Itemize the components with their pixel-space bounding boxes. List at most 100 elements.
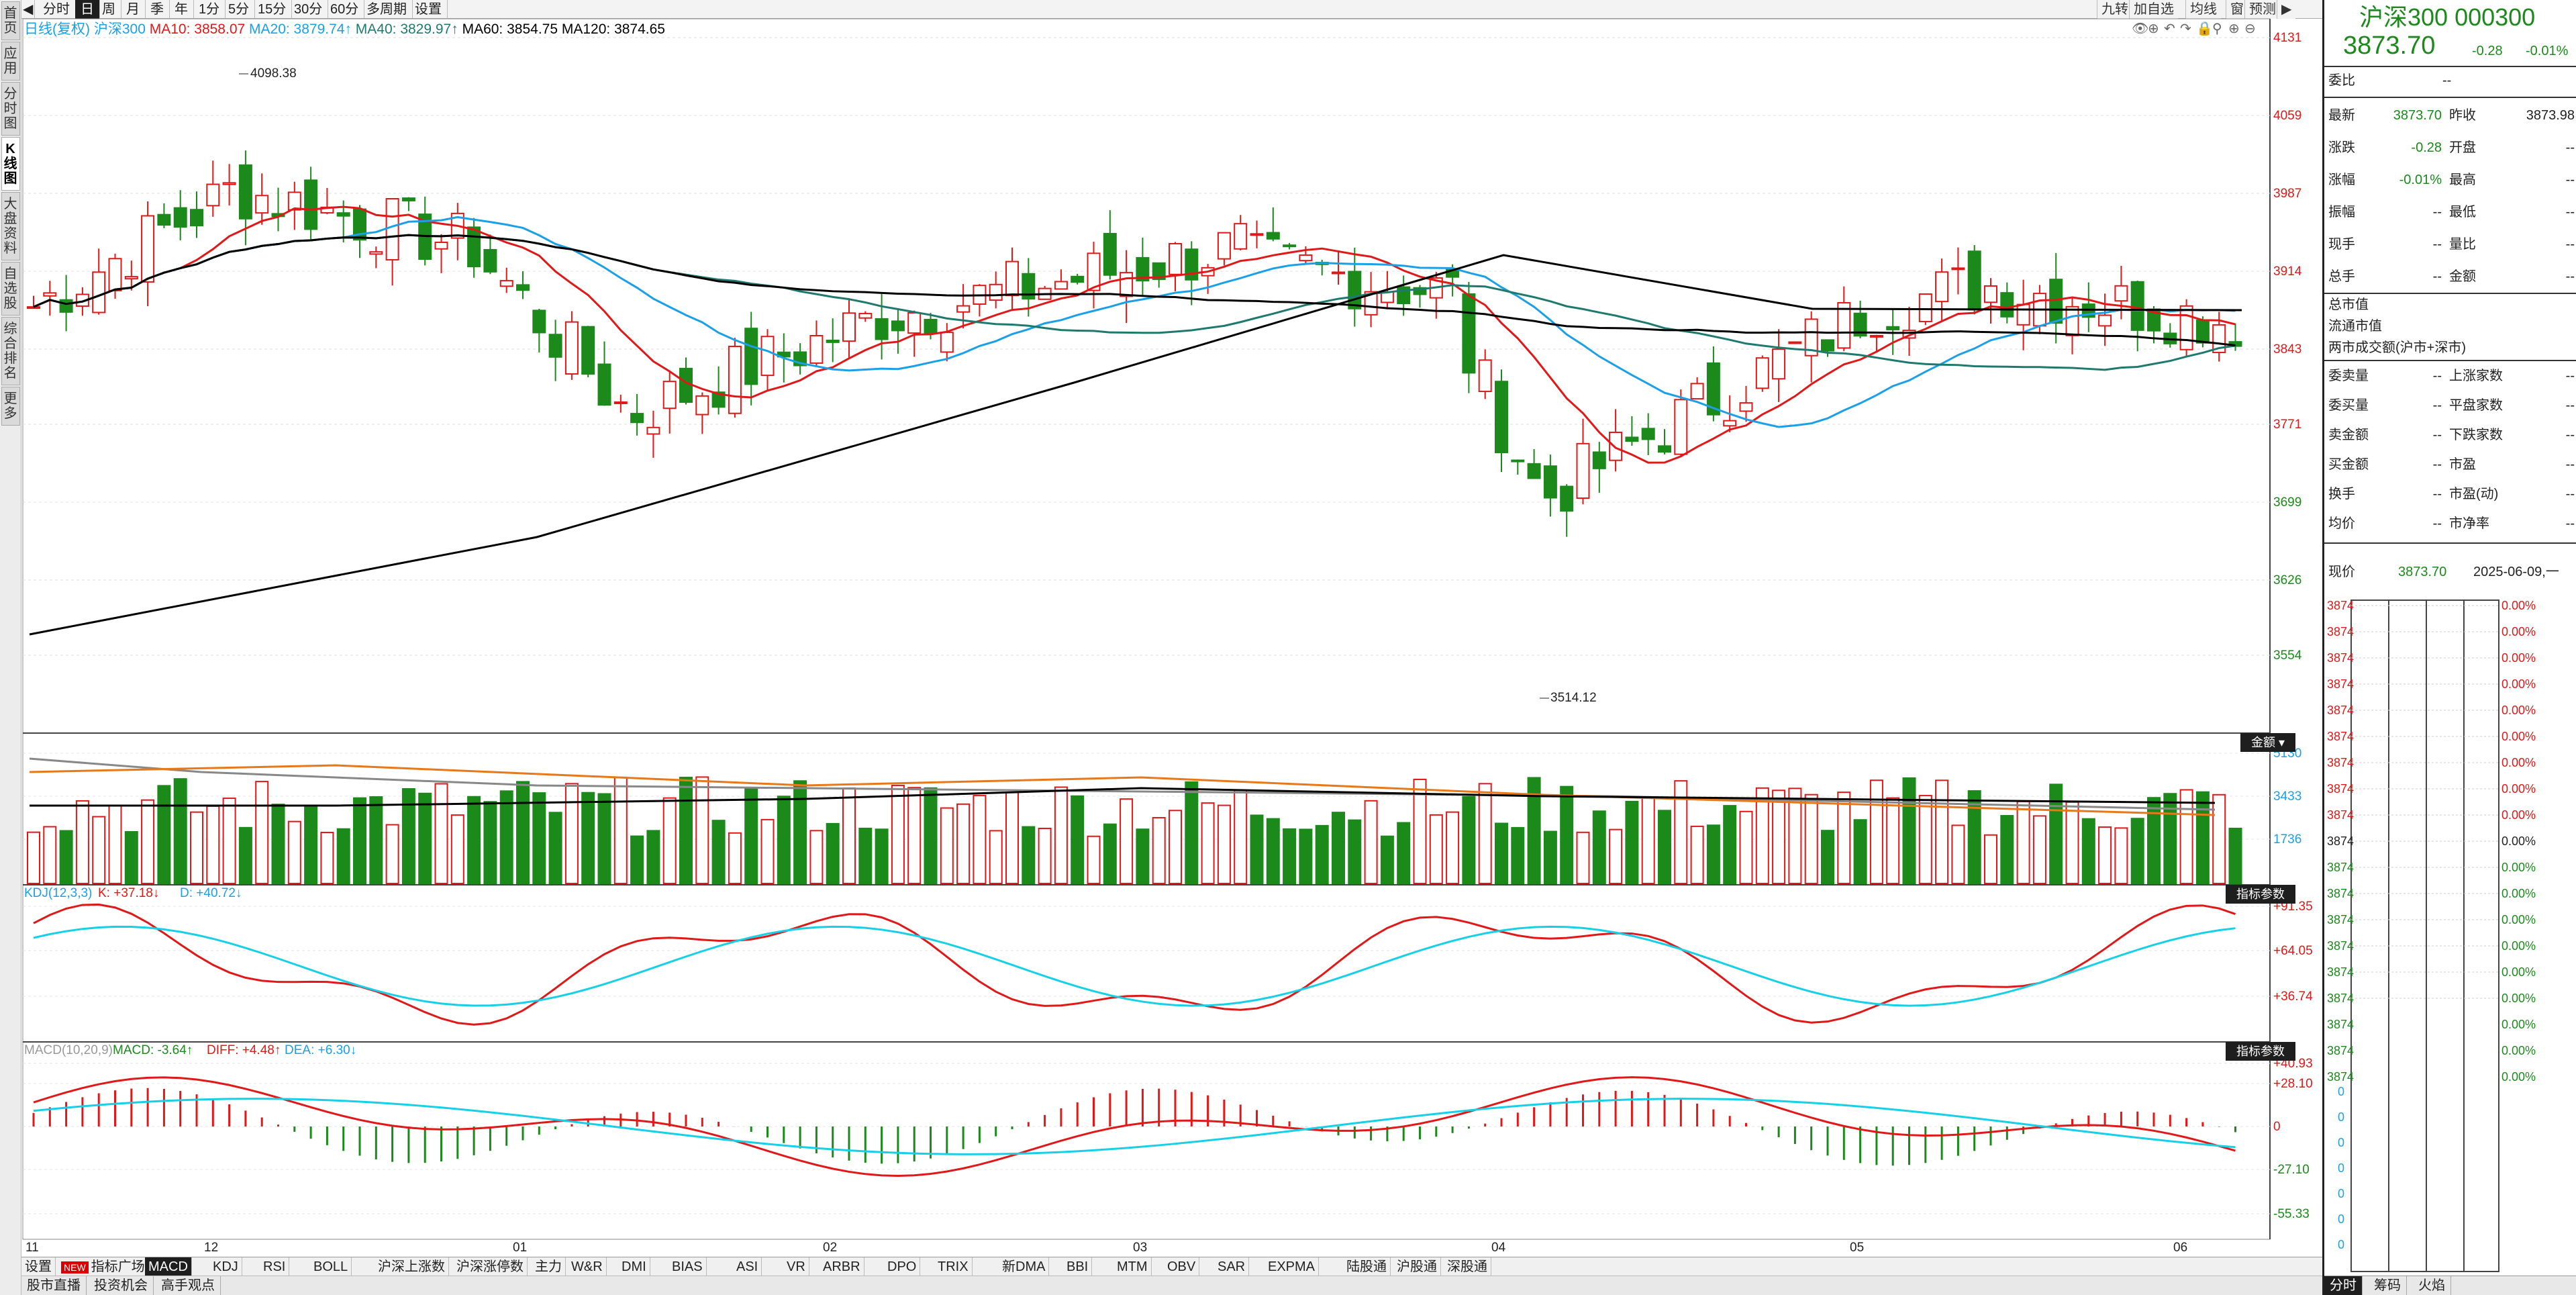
period-quarter[interactable]: 季 <box>145 0 170 19</box>
nav-watchlist[interactable]: 自选股 <box>1 262 20 316</box>
indicator-tab[interactable]: DPO <box>884 1257 921 1276</box>
lock-icon[interactable]: 🔒 <box>2196 21 2213 36</box>
indicator-tab[interactable]: 陆股通 <box>1343 1257 1391 1276</box>
indicator-tab[interactable]: MACD <box>145 1257 192 1276</box>
indicator-tab[interactable]: KDJ <box>209 1257 242 1276</box>
x-axis-label: 05 <box>1850 1241 1864 1255</box>
candle <box>401 197 415 201</box>
indicator-tab[interactable]: BIAS <box>668 1257 707 1276</box>
mini-price-label: 3874 <box>2327 913 2354 926</box>
redo-icon[interactable]: ↷ <box>2180 21 2191 36</box>
tab-flame[interactable]: 火焰 <box>2413 1276 2451 1295</box>
quote-field-value: -- <box>2432 487 2442 501</box>
indicator-tab[interactable]: ARBR <box>820 1257 864 1276</box>
period-15m[interactable]: 15分 <box>252 0 293 19</box>
volume-bar <box>287 820 301 884</box>
mini-pct-label: 0.00% <box>2501 965 2536 979</box>
indicator-tab-label: ARBR <box>823 1259 860 1274</box>
indicator-tab[interactable]: 深股通 <box>1444 1257 1491 1276</box>
period-30m[interactable]: 30分 <box>289 0 329 19</box>
indicator-tab[interactable]: EXPMA <box>1265 1257 1320 1276</box>
indicator-tab[interactable]: BOLL <box>310 1257 352 1276</box>
period-week[interactable]: 周 <box>97 0 121 19</box>
indicator-tab[interactable]: MTM <box>1113 1257 1152 1276</box>
volume-bar <box>2098 826 2112 884</box>
x-axis-label: 02 <box>823 1241 837 1255</box>
eye-icon[interactable]: 👁 <box>2132 21 2149 36</box>
nav-market-info[interactable]: 大盘资料 <box>1 192 20 260</box>
plus-icon[interactable]: ⊕ <box>2228 21 2240 36</box>
indicator-tab[interactable]: ASI <box>733 1257 762 1276</box>
indicator-tab-label: BOLL <box>313 1259 348 1274</box>
indicator-tab[interactable]: 沪深上涨数 <box>375 1257 449 1276</box>
prev-icon[interactable]: ◀ <box>21 0 35 19</box>
minus-icon[interactable]: ⊖ <box>2244 21 2256 36</box>
link-live[interactable]: 股市直播 <box>21 1276 87 1295</box>
ma-button[interactable]: 均线 <box>2185 0 2221 19</box>
quote-field-value: -0.28 <box>2411 140 2442 155</box>
candle <box>1087 252 1101 291</box>
volume-bar <box>1772 789 1786 884</box>
link-opportunity[interactable]: 投资机会 <box>89 1276 154 1295</box>
indicator-tab[interactable]: W&R <box>568 1257 607 1276</box>
add-watchlist-button[interactable]: 加自选 <box>2129 0 2178 19</box>
nav-more[interactable]: 更多 <box>1 387 20 426</box>
indicator-tab[interactable]: 沪深涨停数 <box>453 1257 528 1276</box>
period-day[interactable]: 日 <box>75 0 100 19</box>
indicator-tab[interactable]: OBV <box>1164 1257 1200 1276</box>
indicator-tab[interactable]: SAR <box>1214 1257 1250 1276</box>
macd-params-button[interactable]: 指标参数 <box>2226 1042 2295 1061</box>
quote-field-label: 卖金额 <box>2328 428 2369 442</box>
nav-home[interactable]: 首页 <box>1 1 20 40</box>
quote-field-value: -- <box>2432 428 2442 442</box>
forecast-button[interactable]: 预测 <box>2244 0 2280 19</box>
volume-mode-dropdown[interactable]: 金额 ▾ <box>2240 733 2295 752</box>
next-icon[interactable]: ▶ <box>2277 0 2296 19</box>
volume-axis-label: 1736 <box>2273 832 2301 847</box>
volume-bar <box>956 803 971 885</box>
quote-field-value: -- <box>2565 428 2575 442</box>
macd-title: MACD(10,20,9) <box>24 1043 113 1057</box>
link-experts[interactable]: 高手观点 <box>156 1276 221 1295</box>
kline-chart[interactable]: 4131 4059 3987 3914 3843 3771 3699 3626 … <box>0 0 2322 1257</box>
window-button[interactable]: 窗 <box>2226 0 2248 19</box>
nav-kline[interactable]: K线图 <box>1 137 20 191</box>
quote-field-label: 上涨家数 <box>2449 369 2503 383</box>
zoom-in-icon[interactable]: ⊕ <box>2148 21 2159 36</box>
undo-icon[interactable]: ↶ <box>2164 21 2175 36</box>
indicator-tab[interactable]: BBI <box>1063 1257 1093 1276</box>
nine-turn-button[interactable]: 九转 <box>2097 0 2132 19</box>
pin-icon[interactable]: ⚲ <box>2212 21 2222 36</box>
indicator-tab[interactable]: VR <box>783 1257 809 1276</box>
period-1m[interactable]: 1分 <box>193 0 226 19</box>
kdj-axis-label: +64.05 <box>2273 944 2313 958</box>
period-month[interactable]: 月 <box>121 0 146 19</box>
indicator-tab[interactable]: TRIX <box>934 1257 973 1276</box>
tab-timeshare[interactable]: 分时 <box>2324 1276 2363 1295</box>
nav-apps[interactable]: 应用 <box>1 42 20 81</box>
indicator-tab[interactable]: 沪股通 <box>1393 1257 1441 1276</box>
tab-chips[interactable]: 筹码 <box>2369 1276 2407 1295</box>
settings-button[interactable]: 设置 <box>409 0 448 19</box>
period-5m[interactable]: 5分 <box>223 0 256 19</box>
indicator-tab[interactable]: RSI <box>260 1257 290 1276</box>
indicator-tab[interactable]: 设置 <box>21 1257 56 1276</box>
indicator-tab[interactable]: 新DMA <box>999 1257 1050 1276</box>
nav-ranking[interactable]: 综合排名 <box>1 317 20 385</box>
indicator-tab[interactable]: 主力 <box>532 1257 566 1276</box>
indicator-tab[interactable]: NEW 指标广场 <box>58 1257 149 1276</box>
period-year[interactable]: 年 <box>169 0 194 19</box>
period-multi[interactable]: 多周期 <box>361 0 413 19</box>
mini-price-label: 3874 <box>2327 625 2354 638</box>
nav-timeshare[interactable]: 分时图 <box>1 82 20 136</box>
volume-bar <box>875 828 889 884</box>
volume-bar <box>989 830 1003 884</box>
period-60m[interactable]: 60分 <box>325 0 365 19</box>
candle <box>336 212 350 217</box>
mini-price-label: 3874 <box>2327 677 2354 691</box>
volume-bar <box>401 788 415 885</box>
indicator-tab[interactable]: DMI <box>618 1257 650 1276</box>
kdj-params-button[interactable]: 指标参数 <box>2226 885 2295 904</box>
quote-field-label: 委卖量 <box>2328 369 2369 383</box>
right-tabs: 分时 筹码 火焰 <box>2324 1276 2576 1295</box>
